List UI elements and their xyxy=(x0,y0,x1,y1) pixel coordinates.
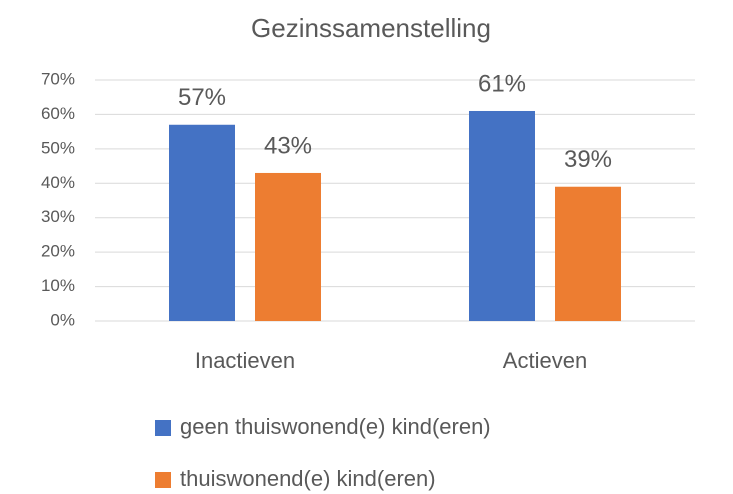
x-tick-label: Inactieven xyxy=(195,348,295,373)
y-tick-label: 10% xyxy=(41,276,75,295)
value-label: 39% xyxy=(564,146,612,173)
value-label: 57% xyxy=(178,84,226,111)
chart-title: Gezinssamenstelling xyxy=(251,13,491,43)
y-tick-label: 30% xyxy=(41,207,75,226)
y-tick-label: 70% xyxy=(41,69,75,88)
value-label: 43% xyxy=(264,132,312,159)
bar xyxy=(469,110,535,321)
x-tick-label: Actieven xyxy=(503,348,587,373)
bar xyxy=(555,186,621,321)
y-tick-label: 0% xyxy=(50,310,75,329)
y-tick-label: 50% xyxy=(41,138,75,157)
legend-label: geen thuiswonend(e) kind(eren) xyxy=(180,414,491,439)
bar xyxy=(169,124,235,321)
value-label: 61% xyxy=(478,70,526,97)
legend-swatch xyxy=(155,472,171,488)
y-tick-label: 40% xyxy=(41,173,75,192)
legend-label: thuiswonend(e) kind(eren) xyxy=(180,466,436,491)
bar xyxy=(255,172,321,321)
y-tick-label: 20% xyxy=(41,242,75,261)
legend-swatch xyxy=(155,420,171,436)
y-tick-label: 60% xyxy=(41,104,75,123)
